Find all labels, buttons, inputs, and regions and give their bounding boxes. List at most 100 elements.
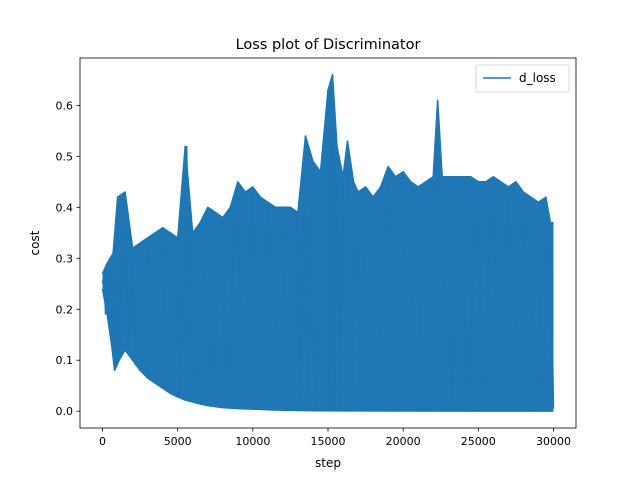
y-axis-label: cost [28, 230, 42, 255]
d_loss-segment [465, 181, 480, 411]
d_loss-segment [346, 141, 352, 411]
d_loss-segment [282, 207, 287, 410]
d_loss-segment [113, 202, 119, 366]
d_loss-segment [402, 171, 407, 411]
d_loss-segment [360, 186, 367, 411]
d_loss-segment [300, 135, 307, 410]
d_loss-segment [540, 222, 552, 411]
d_loss-segment [315, 90, 329, 411]
data-series-d_loss [101, 74, 555, 412]
d_loss-segment [372, 207, 377, 411]
d_loss-segment [191, 232, 198, 404]
x-tick-label: 0 [99, 435, 106, 448]
d_loss-segment [522, 192, 528, 411]
d_loss-segment [297, 212, 302, 410]
d_loss-segment [333, 146, 338, 411]
y-tick-label: 0.2 [56, 303, 74, 316]
d_loss-segment [357, 197, 362, 411]
d_loss-segment [390, 171, 404, 411]
d_loss-segment [364, 186, 374, 208]
d_loss-segment [549, 222, 555, 409]
d_loss-segment [492, 176, 498, 411]
d_loss-segment [149, 232, 164, 376]
d_loss-segment [525, 202, 540, 411]
d_loss-segment [164, 242, 179, 386]
d_loss-segment [387, 166, 392, 411]
x-tick-label: 30000 [536, 435, 571, 448]
d_loss-segment [342, 140, 349, 182]
d_loss-segment [507, 186, 513, 411]
d_loss-segment [420, 181, 434, 411]
x-axis-label: step [315, 456, 341, 470]
d_loss-segment [375, 166, 389, 411]
d_loss-segment [109, 258, 113, 345]
d_loss-segment [131, 258, 137, 366]
d_loss-segment [104, 278, 108, 315]
d_loss-segment [146, 242, 152, 376]
d_loss-segment [196, 207, 209, 404]
d_loss-segment [417, 186, 422, 411]
legend-label-d_loss: d_loss [519, 71, 556, 85]
d_loss-segment [124, 192, 129, 351]
d_loss-segment [176, 242, 182, 396]
d_loss-spikes [101, 74, 555, 411]
d_loss-segment [179, 146, 188, 396]
d_loss-segment [480, 176, 495, 411]
d_loss-segment [405, 186, 419, 411]
d_loss-segment [188, 232, 194, 402]
d_loss-segment [495, 186, 510, 411]
d_loss-segment [328, 74, 334, 411]
d_loss-segment [432, 100, 439, 182]
d_loss-segment [307, 161, 314, 411]
y-tick-label: 0.4 [56, 201, 74, 214]
d_loss-segment [161, 232, 167, 386]
x-tick-label: 5000 [164, 435, 192, 448]
d_loss-segment [252, 192, 257, 409]
d_loss-segment [510, 191, 525, 411]
d_loss-segment [240, 191, 254, 409]
y-tick-label: 0.1 [56, 354, 74, 367]
d_loss-segment [450, 176, 465, 411]
d_loss-segment [116, 202, 120, 356]
d_loss-segment [462, 176, 468, 411]
d_loss-segment [447, 176, 452, 411]
x-axis: 0 5000 10000 15000 20000 25000 30000 [99, 428, 571, 448]
d_loss-segment [118, 192, 126, 356]
d_loss-segment [255, 202, 269, 409]
d_loss-segment [477, 181, 483, 411]
d_loss-segment [207, 207, 212, 407]
d_loss-segment [339, 181, 344, 411]
d_loss-segment [438, 176, 449, 411]
d_loss-segment [210, 217, 224, 407]
d_loss-segment [312, 161, 317, 411]
d_loss-segment [185, 146, 191, 401]
x-tick-label: 15000 [311, 435, 346, 448]
legend-box [475, 64, 570, 93]
d_loss-segment [270, 207, 284, 410]
d_loss-segment [336, 146, 341, 411]
d_loss-segment [237, 181, 242, 409]
d_loss-segment [436, 100, 440, 411]
d_loss-line-lower [101, 288, 554, 412]
d_loss-segment [267, 202, 272, 410]
d_loss-segment [349, 197, 359, 411]
d_loss-segment [134, 242, 149, 366]
y-tick-label: 0.5 [56, 150, 74, 163]
d_loss-line-upper [101, 74, 554, 274]
d_loss-segment [537, 202, 543, 411]
d_loss-segment [285, 212, 299, 410]
x-tick-label: 20000 [386, 435, 421, 448]
d_loss-segment [222, 217, 227, 408]
y-tick-label: 0.3 [56, 252, 74, 265]
d_loss-segment [304, 135, 310, 411]
x-tick-label: 25000 [461, 435, 496, 448]
y-tick-label: 0.0 [56, 405, 74, 418]
d_loss-segment [331, 74, 335, 411]
y-tick-label: 0.6 [56, 99, 74, 112]
d_loss-segment [225, 181, 239, 408]
chart-title: Loss plot of Discriminator [236, 37, 421, 53]
legend: d_loss [475, 64, 570, 93]
d_loss-segment [127, 258, 134, 351]
x-tick-label: 10000 [235, 435, 270, 448]
